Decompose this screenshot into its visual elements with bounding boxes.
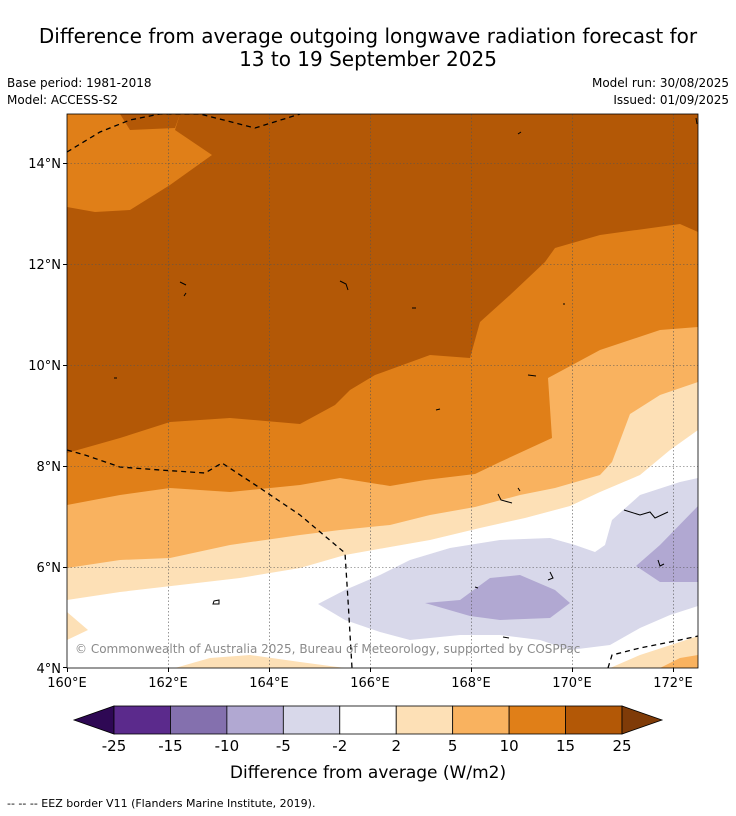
plot-frame: [66, 113, 699, 669]
colorbar-tick-label: -5: [276, 737, 291, 755]
colorbar-tick-label: -10: [215, 737, 240, 755]
colorbar-tick-label: -2: [332, 737, 347, 755]
grid-lines: [67, 114, 698, 668]
colorbar-tick-label: 2: [391, 737, 401, 755]
lat-label: 8°N: [37, 460, 62, 475]
lon-label: 162°E: [148, 676, 188, 691]
lat-label: 12°N: [28, 258, 61, 273]
colorbar-tick-label: -25: [102, 737, 127, 755]
lat-label: 14°N: [28, 157, 61, 172]
colorbar-box: [452, 705, 510, 735]
eez-footnote: -- -- -- EEZ border V11 (Flanders Marine…: [7, 797, 316, 810]
colorbar-box: [395, 705, 454, 735]
island-outlines: [114, 117, 698, 639]
colorbar-tick-label: 25: [612, 737, 631, 755]
colorbar-box: [226, 705, 284, 735]
colorbar: [72, 705, 664, 735]
colorbar-box: [339, 705, 397, 735]
copyright-notice: © Commonwealth of Australia 2025, Bureau…: [75, 642, 580, 656]
colorbar-box: [508, 705, 566, 735]
lon-label: 166°E: [350, 676, 390, 691]
map-title-line1: Difference from average outgoing longwav…: [38, 24, 698, 48]
model-name: Model: ACCESS-S2: [7, 93, 119, 107]
colorbar-box: [282, 705, 341, 735]
lat-label: 10°N: [28, 359, 61, 374]
model-run: Model run: 30/08/2025: [591, 76, 729, 90]
colorbar-box: [565, 705, 623, 735]
colorbar-box: [170, 705, 228, 735]
colorbar-tick-label: 5: [448, 737, 458, 755]
lon-label: 170°E: [552, 676, 592, 691]
colorbar-tick-labels: -25 -15 -10 -5 -2 2 5 10 15 25: [102, 737, 632, 755]
base-period: Base period: 1981-2018: [7, 76, 152, 90]
colorbar-extend-high: [621, 705, 664, 735]
issued-date: Issued: 01/09/2025: [613, 93, 729, 107]
lon-label: 168°E: [451, 676, 491, 691]
lat-label: 6°N: [37, 561, 62, 576]
colorbar-label: Difference from average (W/m2): [230, 763, 506, 783]
lon-label: 164°E: [249, 676, 289, 691]
eez-border: [67, 114, 698, 668]
axis-ticks: [63, 163, 674, 672]
lon-label: 160°E: [47, 676, 87, 691]
colorbar-box: [113, 705, 171, 735]
map-title-line2: 13 to 19 September 2025: [239, 47, 497, 71]
colorbar-tick-label: 10: [500, 737, 519, 755]
lon-label: 172°E: [653, 676, 693, 691]
colorbar-tick-label: -15: [158, 737, 183, 755]
colorbar-extend-low: [72, 705, 115, 735]
colorbar-tick-label: 15: [556, 737, 575, 755]
contour-fills: [67, 114, 698, 668]
lat-label: 4°N: [37, 662, 62, 677]
